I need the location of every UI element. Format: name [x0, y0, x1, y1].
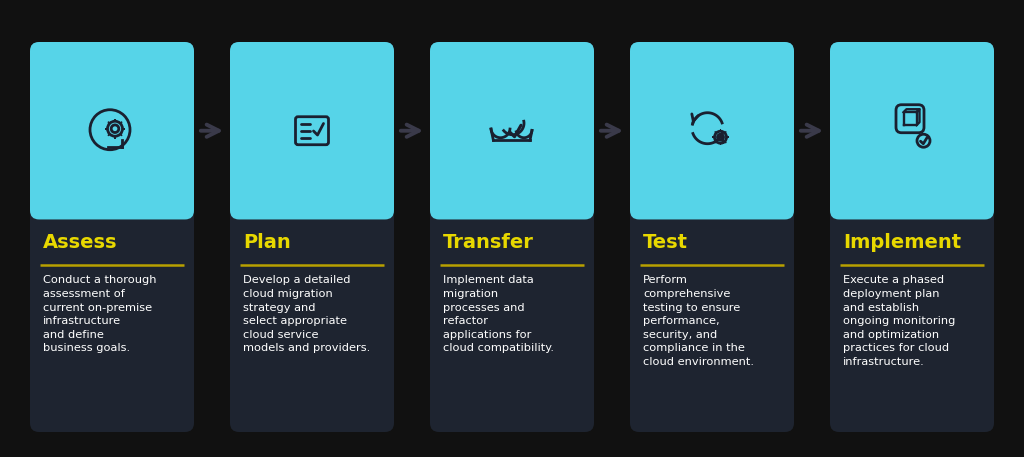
Polygon shape [115, 119, 116, 121]
Text: Implement data
migration
processes and
refactor
applications for
cloud compatibi: Implement data migration processes and r… [443, 276, 554, 353]
Polygon shape [105, 128, 108, 129]
Polygon shape [120, 121, 123, 124]
FancyBboxPatch shape [630, 42, 794, 219]
Polygon shape [108, 133, 111, 136]
Text: Plan: Plan [243, 234, 291, 252]
Text: Test: Test [643, 234, 688, 252]
Text: Execute a phased
deployment plan
and establish
ongoing monitoring
and optimizati: Execute a phased deployment plan and est… [843, 276, 955, 367]
FancyBboxPatch shape [30, 42, 194, 219]
Text: Assess: Assess [43, 234, 118, 252]
FancyBboxPatch shape [830, 42, 994, 432]
Text: Transfer: Transfer [443, 234, 534, 252]
Polygon shape [120, 133, 123, 136]
Circle shape [918, 134, 930, 147]
Polygon shape [108, 121, 111, 124]
Text: Perform
comprehensive
testing to ensure
performance,
security, and
compliance in: Perform comprehensive testing to ensure … [643, 276, 754, 367]
Polygon shape [720, 129, 721, 131]
Text: Implement: Implement [843, 234, 962, 252]
Polygon shape [724, 131, 727, 133]
Polygon shape [713, 137, 715, 138]
Polygon shape [714, 131, 717, 133]
FancyBboxPatch shape [630, 42, 794, 432]
FancyBboxPatch shape [430, 42, 594, 432]
Polygon shape [726, 137, 729, 138]
Polygon shape [714, 141, 717, 143]
Text: Conduct a thorough
assessment of
current on-premise
infrastructure
and define
bu: Conduct a thorough assessment of current… [43, 276, 157, 353]
Polygon shape [123, 128, 125, 129]
Text: Develop a detailed
cloud migration
strategy and
select appropriate
cloud service: Develop a detailed cloud migration strat… [243, 276, 371, 353]
Polygon shape [720, 143, 721, 145]
FancyBboxPatch shape [230, 42, 394, 219]
Polygon shape [115, 136, 116, 139]
FancyBboxPatch shape [30, 42, 194, 432]
FancyBboxPatch shape [230, 42, 394, 432]
FancyBboxPatch shape [830, 42, 994, 219]
Polygon shape [724, 141, 727, 143]
FancyBboxPatch shape [430, 42, 594, 219]
